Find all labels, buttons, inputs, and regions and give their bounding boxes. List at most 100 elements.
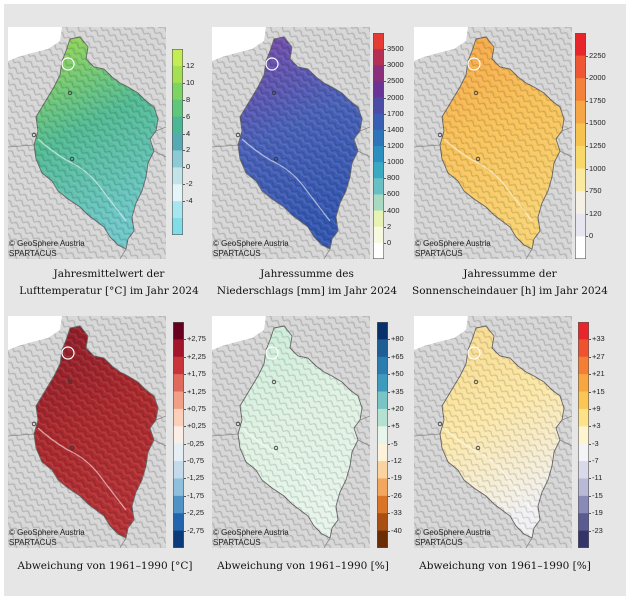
colorbar-tick: [384, 162, 386, 163]
colorbar-tick-label: 3000: [387, 60, 404, 70]
colorbar-tick-label: +15: [592, 386, 605, 396]
caption-line: Abweichung von 1961–1990 [°C]: [17, 560, 193, 572]
colorbar-tick-label: 2500: [387, 76, 404, 86]
valley-line: [241, 427, 331, 511]
colorbar-step: [172, 167, 183, 185]
caption-line: Niederschlags [mm] im Jahr 2024: [216, 285, 398, 297]
colorbar-tick-label: +0,75: [187, 403, 206, 413]
colorbar-step: [173, 322, 184, 340]
colorbar-step: [377, 356, 388, 375]
colorbar-tick-label: 400: [387, 205, 400, 215]
lake-constance: [212, 316, 266, 350]
colorbar-tick: [589, 408, 591, 410]
colorbar-tick: [384, 146, 386, 147]
colorbar-step: [173, 426, 184, 445]
colorbar-tick: [388, 374, 390, 375]
lake-constance: [8, 316, 62, 350]
colorbar: [373, 33, 384, 259]
colorbar-tick: [184, 513, 186, 515]
colorbar-step: [373, 97, 384, 115]
colorbar-tick: [589, 513, 591, 515]
colorbar-tick: [184, 339, 186, 341]
colorbar-tick: [388, 461, 390, 462]
colorbar-step: [575, 33, 586, 56]
colorbar-tick-label: -5: [391, 438, 398, 448]
colorbar-frame: [373, 33, 384, 259]
colorbar-tick-label: -1,25: [187, 473, 205, 483]
colorbar-tick: [184, 530, 186, 532]
colorbar-tick: [589, 530, 591, 532]
colorbar-step: [575, 100, 586, 124]
colorbar-tick-label: -11: [592, 473, 603, 483]
colorbar-tick: [589, 391, 591, 393]
colorbar-tick-label: +27: [592, 351, 605, 361]
colorbar-tick-label: -2: [186, 179, 193, 189]
city-marker: [61, 57, 75, 71]
colorbar-step: [578, 443, 589, 462]
colorbar-step: [173, 478, 184, 497]
colorbar-step: [373, 81, 384, 98]
neighbour-borders: [212, 126, 370, 259]
colorbar-tick-label: 4: [186, 128, 191, 138]
caption-line: Jahressumme des: [260, 268, 354, 280]
colorbar: [377, 322, 388, 548]
colorbar-step: [377, 408, 388, 427]
city-marker: [265, 346, 279, 360]
colorbar-tick: [184, 374, 186, 375]
city-marker: [467, 346, 481, 360]
colorbar-tick: [384, 194, 386, 196]
colorbar-tick: [184, 478, 186, 480]
town-marker: [31, 421, 37, 427]
map-credit: © GeoSphere Austria SPARTACUS: [213, 528, 289, 548]
map-credit: © GeoSphere Austria SPARTACUS: [415, 528, 491, 548]
credit-line-1: © GeoSphere Austria: [415, 528, 491, 537]
colorbar-step: [172, 133, 183, 151]
colorbar-tick-label: 2250: [589, 50, 606, 60]
colorbar-step: [575, 78, 586, 102]
colorbar-step: [575, 236, 586, 259]
colorbar-step: [373, 210, 384, 228]
region-hillshade: [238, 37, 362, 249]
neighbour-borders: [8, 415, 166, 548]
colorbar-step: [373, 194, 384, 211]
colorbar-tick-label: 0: [186, 162, 191, 172]
colorbar-step: [173, 408, 184, 427]
valley-line: [443, 427, 533, 511]
valley-line: [443, 138, 533, 222]
town-marker: [31, 132, 37, 138]
colorbar-tick-label: 6: [186, 111, 191, 121]
region-hillshade: [440, 326, 564, 538]
valley-line: [241, 138, 331, 222]
colorbar-tick: [183, 167, 185, 169]
colorbar: [173, 322, 184, 548]
colorbar-step: [172, 116, 183, 134]
region-hillshade: [34, 37, 158, 249]
lake-constance: [414, 27, 468, 61]
panel-caption: Abweichung von 1961–1990 [°C]: [10, 558, 200, 575]
colorbar-tick-label: -33: [391, 508, 402, 518]
colorbar-step: [373, 178, 384, 195]
colorbar-tick-label: +1,25: [187, 386, 206, 396]
town-marker: [437, 421, 443, 427]
colorbar-step: [377, 478, 388, 497]
town-marker: [69, 445, 75, 451]
town-marker: [273, 156, 279, 162]
colorbar-tick: [184, 495, 186, 497]
city-marker: [61, 346, 75, 360]
colorbar-step: [578, 478, 589, 497]
colorbar-step: [575, 191, 586, 215]
colorbar-tick: [589, 478, 591, 480]
colorbar-tick: [384, 49, 386, 50]
map-panel: [414, 27, 572, 259]
colorbar-tick-label: +33: [592, 334, 605, 344]
caption-line: Jahressumme der: [463, 268, 557, 280]
colorbar-step: [173, 356, 184, 375]
colorbar-tick-label: -0,75: [187, 456, 205, 466]
colorbar-step: [172, 184, 183, 202]
panel-caption: Jahressumme des Niederschlags [mm] im Jah…: [212, 266, 402, 300]
colorbar-tick-label: -12: [391, 456, 402, 466]
colorbar-step: [377, 513, 388, 532]
colorbar-tick-label: 1700: [387, 108, 404, 118]
credit-line-2: SPARTACUS: [415, 538, 463, 547]
region-hillshade: [34, 326, 158, 538]
